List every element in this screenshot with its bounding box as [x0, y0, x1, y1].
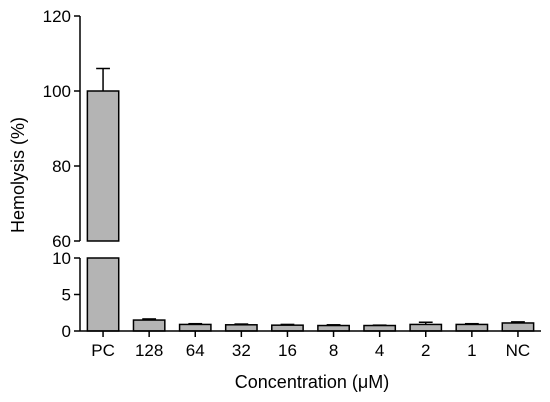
x-tick-label-128: 128: [135, 341, 163, 360]
bar-16: [271, 324, 304, 332]
x-axis-title: Concentration (μM): [235, 372, 389, 392]
bar-8: [317, 324, 350, 332]
axes: PC 128 64 32 16 8 4 2 1 NC 60 80 100 120 0 5 10: [43, 7, 541, 360]
plot-area: [86, 67, 535, 332]
bar-32: [224, 324, 258, 332]
x-tick-label-1: 1: [467, 341, 476, 360]
x-tick-label-8: 8: [329, 341, 338, 360]
y-tick-label-0: 0: [62, 322, 71, 341]
x-tick-label-32: 32: [232, 341, 251, 360]
bar-lower-PC: [86, 257, 120, 332]
bar-2: [409, 323, 443, 332]
x-tick-label-64: 64: [186, 341, 205, 360]
y-tick-label-10: 10: [52, 249, 71, 268]
x-tick-label-NC: NC: [506, 341, 531, 360]
bar-upper-PC: [86, 90, 120, 242]
bar-NC: [501, 322, 535, 332]
x-tick-label-4: 4: [375, 341, 384, 360]
x-tick-label-2: 2: [421, 341, 430, 360]
y-tick-label-80: 80: [52, 157, 71, 176]
bar-64: [178, 323, 212, 332]
y-tick-label-120: 120: [43, 7, 71, 26]
bar-128: [132, 319, 166, 332]
bar-4: [363, 324, 397, 332]
y-tick-label-100: 100: [43, 82, 71, 101]
y-axis-title: Hemolysis (%): [8, 117, 28, 233]
y-tick-label-60: 60: [52, 232, 71, 251]
x-tick-label-16: 16: [278, 341, 297, 360]
x-tick-label-PC: PC: [91, 341, 115, 360]
y-tick-label-5: 5: [62, 286, 71, 305]
bar-1: [455, 323, 489, 332]
